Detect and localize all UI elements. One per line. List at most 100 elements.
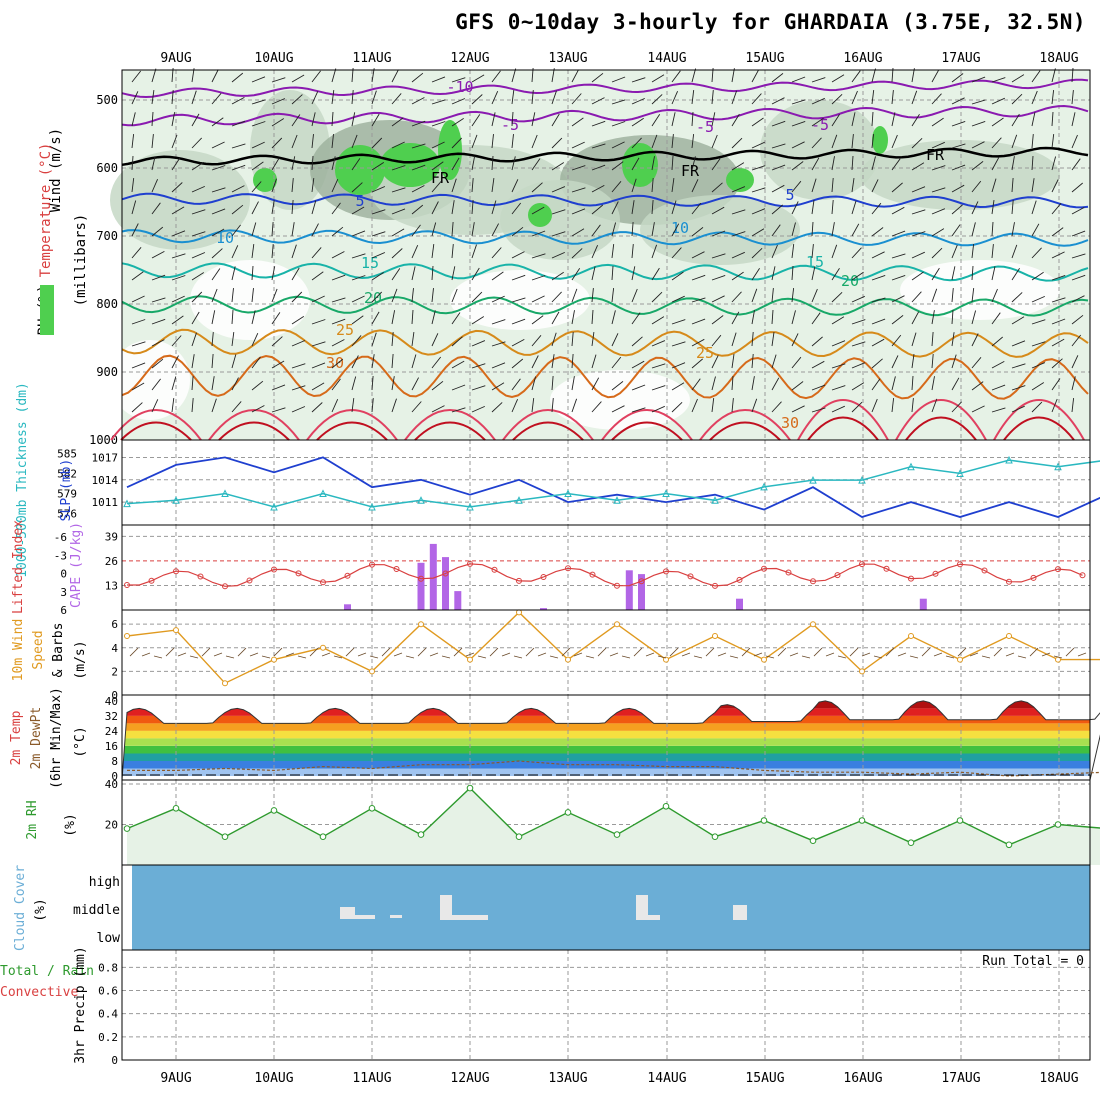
wind-barb bbox=[511, 274, 526, 281]
wind-barb bbox=[491, 91, 499, 105]
isotherm-line-hot bbox=[512, 421, 584, 441]
wind-barb bbox=[211, 248, 223, 259]
wind-barb bbox=[1051, 227, 1064, 237]
wind-barb bbox=[551, 209, 566, 215]
wind-barb bbox=[911, 271, 924, 281]
date-label-bottom: 16AUG bbox=[843, 1071, 882, 1086]
wind-barb bbox=[271, 384, 286, 391]
temp-band bbox=[122, 723, 1090, 731]
wind-barb bbox=[291, 385, 306, 391]
wind-barb bbox=[631, 77, 646, 83]
wind-barb bbox=[211, 332, 214, 347]
wind-barb bbox=[671, 247, 682, 259]
wind-barb bbox=[1051, 378, 1061, 391]
thickness-point bbox=[221, 489, 229, 498]
wind-barb bbox=[771, 288, 774, 303]
wind-barb bbox=[211, 268, 221, 281]
isotherm-line-hot bbox=[905, 416, 977, 441]
wind-barb bbox=[751, 165, 766, 171]
wind-barb bbox=[491, 70, 501, 83]
wind-barb bbox=[911, 231, 926, 237]
rh-point bbox=[1054, 821, 1062, 828]
li-line bbox=[127, 563, 1083, 587]
wind-barb bbox=[391, 208, 406, 215]
wind-speed-point bbox=[173, 627, 179, 634]
wind-barb bbox=[1071, 274, 1086, 281]
wind-barb bbox=[851, 319, 866, 325]
wind-barb bbox=[531, 182, 543, 193]
wind-barb bbox=[911, 375, 914, 391]
wind-barb bbox=[631, 266, 636, 281]
wind-barb bbox=[451, 360, 465, 369]
date-label-top: 9AUG bbox=[160, 51, 191, 66]
wind-barb bbox=[471, 385, 486, 391]
wind-barb bbox=[351, 315, 364, 325]
rh-point bbox=[368, 805, 376, 812]
wind-barb bbox=[751, 310, 755, 325]
wind-barb bbox=[631, 117, 644, 127]
date-label-bottom: 17AUG bbox=[941, 1071, 980, 1086]
wind-barb bbox=[171, 90, 174, 105]
wind-barb bbox=[391, 165, 406, 171]
wind-barb bbox=[531, 315, 544, 325]
wind-barb bbox=[671, 70, 681, 83]
wind-barb bbox=[631, 221, 634, 237]
wind-barb bbox=[657, 655, 667, 659]
rh-point bbox=[711, 833, 719, 841]
wind-barb bbox=[391, 398, 397, 413]
wind-barb bbox=[291, 244, 297, 259]
wind-barb bbox=[571, 248, 583, 259]
axis-label-wind: Wind (m/s) bbox=[48, 128, 64, 212]
wind-barb bbox=[911, 90, 918, 105]
wind-barb bbox=[211, 353, 214, 369]
wind-barb bbox=[531, 275, 546, 281]
thickness-point bbox=[123, 499, 131, 508]
wind-barb bbox=[711, 230, 726, 237]
wind-barb bbox=[431, 181, 442, 193]
wind-barb bbox=[451, 244, 454, 259]
wind-barb bbox=[791, 265, 794, 281]
rh-point bbox=[417, 831, 425, 838]
cloud-box bbox=[733, 905, 747, 920]
wind-barb bbox=[151, 111, 154, 127]
wind-barb bbox=[431, 201, 439, 215]
date-label-top: 16AUG bbox=[843, 51, 882, 66]
wind-barb bbox=[611, 121, 626, 127]
li-point bbox=[148, 577, 155, 584]
wind-barb bbox=[491, 271, 504, 281]
wind-barb bbox=[791, 288, 795, 303]
wind-barb bbox=[191, 311, 200, 325]
thickness-point bbox=[564, 489, 572, 498]
wind-barb bbox=[331, 111, 334, 127]
wind-barb bbox=[333, 655, 343, 659]
wind-barb bbox=[471, 340, 486, 347]
wind-barb bbox=[691, 318, 706, 325]
wind-barb bbox=[911, 332, 917, 347]
wind-barb bbox=[251, 161, 264, 171]
thickness-tick-label: 576 bbox=[57, 508, 77, 521]
wind-barb bbox=[1071, 230, 1086, 237]
wind-barb bbox=[297, 655, 307, 659]
wind-barb bbox=[451, 288, 458, 303]
wind-barb bbox=[511, 318, 526, 325]
wind-barb bbox=[931, 208, 946, 215]
wind-barb bbox=[511, 134, 514, 149]
wind-barb bbox=[391, 288, 398, 303]
wind-barb bbox=[631, 244, 634, 259]
wind-barb bbox=[131, 200, 137, 215]
wind-barb bbox=[831, 177, 834, 193]
wind-barb bbox=[891, 355, 899, 369]
wind-barb bbox=[1051, 111, 1054, 127]
wind-barb bbox=[1051, 251, 1065, 259]
wind-barb bbox=[311, 134, 314, 149]
wind-barb bbox=[645, 652, 655, 657]
wind-barb bbox=[431, 99, 446, 105]
wind-barb bbox=[391, 332, 394, 347]
axis-label-temp2m: 2m Temp bbox=[9, 710, 24, 765]
li-point bbox=[687, 573, 694, 580]
wind-barb bbox=[651, 244, 658, 259]
rh-saturated-area bbox=[726, 168, 754, 192]
wind-speed-point bbox=[712, 633, 718, 639]
wind-barb bbox=[191, 272, 205, 281]
wind-barb bbox=[311, 155, 314, 171]
